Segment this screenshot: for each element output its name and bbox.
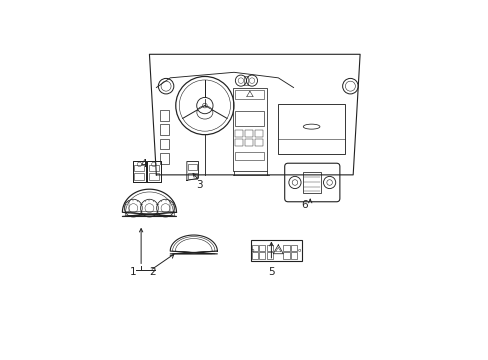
Bar	[259, 245, 265, 251]
Bar	[232, 87, 267, 171]
Bar	[188, 173, 197, 179]
Bar	[254, 130, 262, 137]
Bar	[235, 111, 264, 126]
Text: 4: 4	[140, 159, 147, 169]
Bar	[125, 211, 173, 216]
Bar	[160, 110, 168, 121]
Bar	[235, 139, 243, 146]
Bar	[169, 202, 173, 213]
Text: 5: 5	[267, 267, 274, 277]
Bar	[290, 252, 297, 258]
Text: 2: 2	[148, 267, 155, 277]
Bar	[160, 139, 168, 149]
Bar	[254, 139, 262, 146]
Bar	[244, 139, 252, 146]
Bar	[290, 245, 297, 251]
Bar	[134, 165, 144, 171]
Bar	[266, 245, 272, 251]
Bar	[283, 252, 289, 258]
Bar	[278, 104, 344, 154]
Bar	[252, 252, 258, 258]
Bar	[148, 174, 159, 180]
Bar	[250, 240, 301, 261]
Text: 6: 6	[301, 201, 307, 210]
Bar	[252, 245, 258, 251]
Bar	[266, 252, 272, 258]
Bar	[160, 125, 168, 135]
Bar	[303, 172, 320, 193]
Bar	[160, 153, 168, 164]
Bar	[259, 252, 265, 258]
Bar	[283, 245, 289, 251]
Bar	[188, 164, 197, 170]
Bar	[244, 130, 252, 137]
Bar	[235, 90, 264, 99]
Bar	[235, 152, 264, 159]
Bar	[134, 174, 144, 180]
Bar	[124, 202, 128, 213]
Bar	[244, 76, 248, 85]
Bar	[148, 165, 159, 171]
Text: 3: 3	[196, 180, 202, 190]
Text: 1: 1	[129, 267, 136, 277]
Bar	[235, 130, 243, 137]
